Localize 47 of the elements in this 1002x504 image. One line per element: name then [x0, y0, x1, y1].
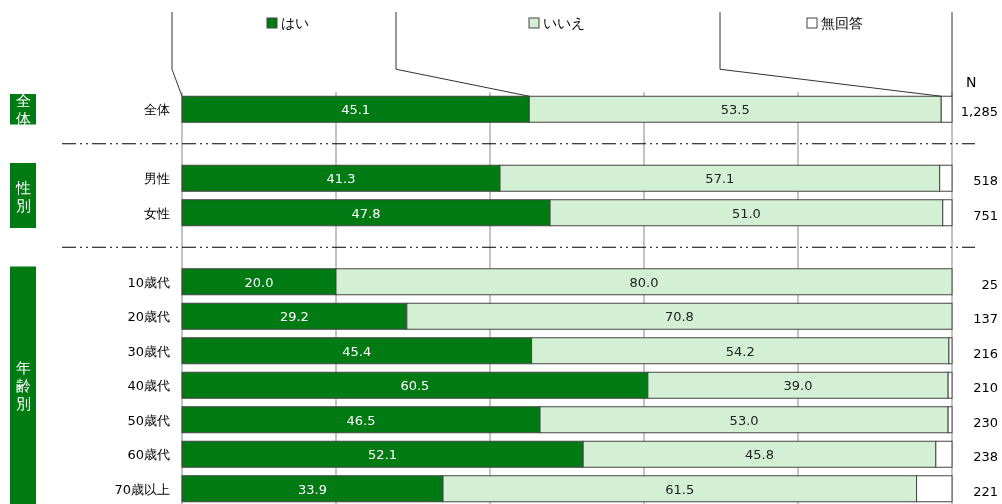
data-label: 80.0: [629, 274, 659, 290]
text: 年齢別: [15, 359, 31, 414]
y-tick-label: 女性: [144, 205, 170, 221]
y-tick-label: 50歳代: [127, 412, 170, 428]
data-label: 45.1: [341, 102, 371, 118]
data-label: 47.8: [351, 205, 381, 221]
data-label: 29.2: [279, 309, 309, 325]
data-label: 53.5: [720, 102, 750, 118]
data-label: 54.2: [725, 343, 755, 359]
text: 性別: [14, 178, 31, 215]
y-tick-label: 20歳代: [127, 309, 170, 325]
y-tick-label: 40歳代: [127, 378, 170, 394]
legend-label: はい: [281, 15, 309, 31]
data-label: 60.5: [400, 378, 430, 394]
data-label: 33.9: [298, 481, 327, 497]
text: 751: [973, 207, 998, 223]
data-label: 53.0: [729, 412, 759, 428]
data-label: 46.5: [346, 412, 376, 428]
legend-label: 無回答: [821, 15, 863, 31]
data-label: 45.4: [342, 343, 372, 359]
y-tick-label: 全体: [144, 102, 170, 118]
data-label: 41.3: [326, 171, 356, 187]
data-label: 57.1: [705, 171, 735, 187]
text: 221: [973, 483, 998, 499]
data-label: 20.0: [244, 274, 274, 290]
text: 230: [973, 414, 998, 430]
data-label: 39.0: [783, 378, 813, 394]
data-label: 51.0: [731, 205, 761, 221]
text: 137: [973, 311, 998, 327]
data-label: 70.8: [664, 309, 694, 325]
text: N: [966, 74, 977, 91]
text: 238: [973, 449, 998, 465]
y-tick-label: 10歳代: [127, 274, 170, 290]
data-label: 45.8: [745, 447, 774, 463]
text: 全体: [15, 92, 31, 129]
text: 210: [973, 380, 998, 396]
y-tick-label: 60歳代: [127, 447, 170, 463]
text: 1,285: [960, 104, 998, 120]
text: 518: [973, 173, 998, 189]
text: 216: [973, 345, 998, 361]
data-label: 52.1: [368, 447, 398, 463]
data-label: 61.5: [665, 481, 695, 497]
text: 25: [981, 276, 998, 292]
legend-label: いいえ: [543, 15, 585, 31]
y-tick-label: 70歳以上: [114, 481, 170, 497]
y-tick-label: 男性: [144, 171, 170, 187]
y-tick-label: 30歳代: [127, 343, 170, 359]
